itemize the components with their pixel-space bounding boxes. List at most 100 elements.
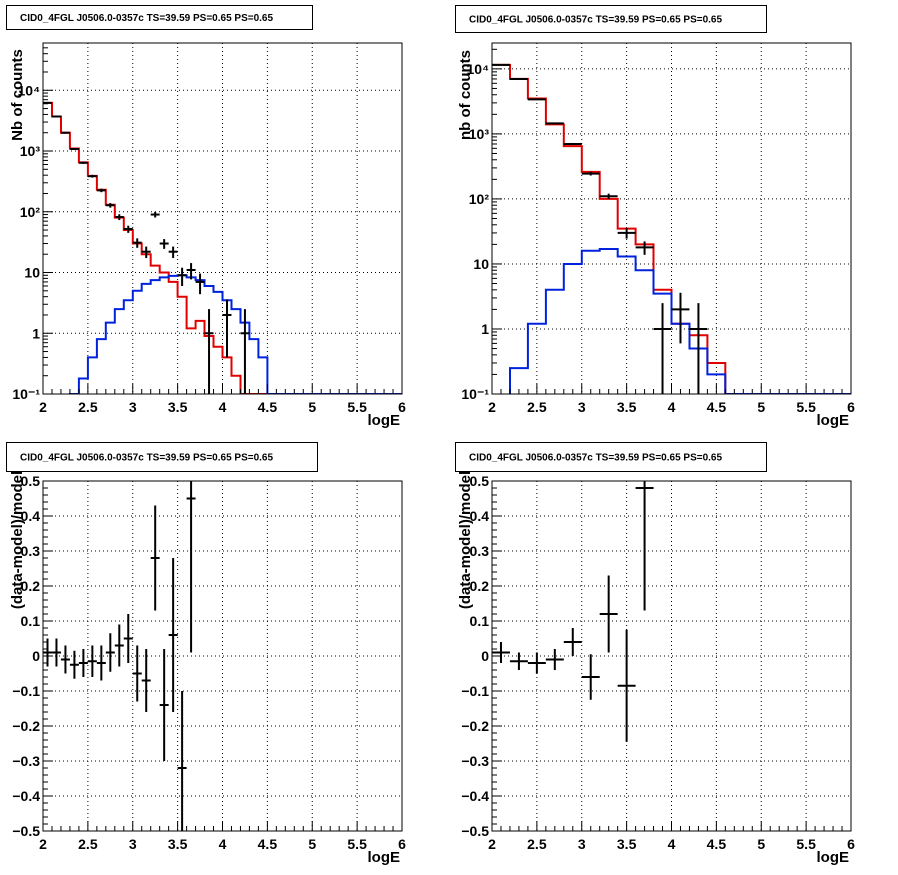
x-tick-label: 5 <box>757 836 765 852</box>
y-tick-label: −0.5 <box>12 823 40 839</box>
grid <box>492 481 851 831</box>
data-point <box>492 63 510 66</box>
x-tick-label: 3 <box>129 399 137 415</box>
x-tick-label: 2 <box>488 836 496 852</box>
data-point <box>177 267 187 286</box>
x-tick-label: 4 <box>219 836 227 852</box>
x-axis-label: logE <box>368 849 401 866</box>
y-tick-label: 0.5 <box>470 473 490 489</box>
y-tick-label: 0.3 <box>470 543 490 559</box>
y-tick-label: 0.2 <box>470 578 490 594</box>
data-point <box>509 77 528 80</box>
x-tick-label: 5.5 <box>796 399 816 415</box>
data-point <box>653 303 672 394</box>
data-point <box>141 649 151 712</box>
y-tick-label: −0.2 <box>12 718 40 734</box>
x-tick-label: 5 <box>308 399 316 415</box>
x-tick-label: 3.5 <box>617 399 637 415</box>
x-tick-label: 4.5 <box>707 399 727 415</box>
y-tick-label: 0.1 <box>21 613 41 629</box>
y-tick-label: 10 <box>24 265 40 281</box>
data-point <box>141 246 151 259</box>
x-tick-label: 6 <box>847 399 855 415</box>
data-points <box>43 481 196 831</box>
y-tick-label: 0 <box>481 648 489 664</box>
data-points <box>492 481 654 742</box>
data-point <box>123 614 133 663</box>
x-tick-label: 6 <box>398 399 406 415</box>
x-tick-label: 5 <box>308 836 316 852</box>
x-tick-label: 2 <box>39 399 47 415</box>
x-tick-label: 3.5 <box>168 399 188 415</box>
y-tick-label: −0.3 <box>461 753 489 769</box>
chart-title: CID0_4FGL J0506.0-0357c TS=39.59 PS=0.65… <box>6 5 313 30</box>
grid <box>492 43 851 394</box>
data-point <box>195 273 205 295</box>
x-tick-label: 5.5 <box>347 836 367 852</box>
data-point <box>222 299 232 358</box>
data-point <box>132 645 142 702</box>
x-tick-label: 4 <box>668 836 676 852</box>
data-point <box>69 147 79 150</box>
data-point <box>671 292 690 344</box>
y-tick-label: −0.1 <box>12 683 40 699</box>
data-point <box>689 303 708 394</box>
data-point <box>635 241 654 255</box>
data-point <box>132 238 142 248</box>
x-tick-label: 4.5 <box>258 836 278 852</box>
x-tick-label: 2.5 <box>527 399 547 415</box>
grid <box>43 43 402 394</box>
y-tick-label: 10² <box>20 204 41 220</box>
data-point <box>168 558 178 712</box>
y-tick-label: 10⁻¹ <box>12 386 40 402</box>
data-point <box>204 309 214 394</box>
data-point <box>43 101 52 104</box>
data-point <box>87 645 97 677</box>
y-tick-label: 0.4 <box>21 508 41 524</box>
data-point <box>60 645 70 674</box>
data-point <box>159 239 169 249</box>
data-point <box>599 575 618 653</box>
y-tick-label: 0 <box>32 648 40 664</box>
y-tick-label: −0.4 <box>461 788 489 804</box>
x-tick-label: 3 <box>129 836 137 852</box>
chart-title-text: CID0_4FGL J0506.0-0357c TS=39.59 PS=0.65… <box>20 453 273 464</box>
y-tick-label: −0.1 <box>461 683 489 699</box>
x-tick-label: 2.5 <box>78 836 98 852</box>
data-point <box>527 98 546 101</box>
chart-title: CID0_4FGL J0506.0-0357c TS=39.59 PS=0.65… <box>455 442 767 472</box>
chart-title: CID0_4FGL J0506.0-0357c TS=39.59 PS=0.65… <box>6 442 318 472</box>
data-point <box>105 203 115 208</box>
y-tick-label: 10 <box>473 256 489 272</box>
y-tick-label: 0.2 <box>21 578 41 594</box>
y-tick-label: 10⁴ <box>18 82 41 98</box>
data-point <box>581 171 600 176</box>
data-point <box>527 652 546 674</box>
data-point <box>563 142 582 146</box>
x-axis-label: logE <box>368 412 401 429</box>
data-point <box>581 654 600 700</box>
x-tick-label: 6 <box>847 836 855 852</box>
y-tick-label: 0.1 <box>470 613 490 629</box>
x-tick-label: 5.5 <box>347 399 367 415</box>
data-points <box>43 101 250 394</box>
data-point <box>545 122 564 125</box>
y-axis-label: (data-model)/model <box>457 471 474 609</box>
data-point <box>87 174 97 178</box>
y-tick-label: −0.4 <box>12 788 40 804</box>
data-point <box>78 649 88 677</box>
x-tick-label: 2 <box>39 836 47 852</box>
data-point <box>150 505 160 611</box>
y-tick-label: −0.5 <box>461 823 489 839</box>
data-point <box>150 211 160 218</box>
data-point <box>177 691 187 831</box>
y-tick-label: 10³ <box>20 143 41 159</box>
series-model-total-line <box>492 63 851 394</box>
